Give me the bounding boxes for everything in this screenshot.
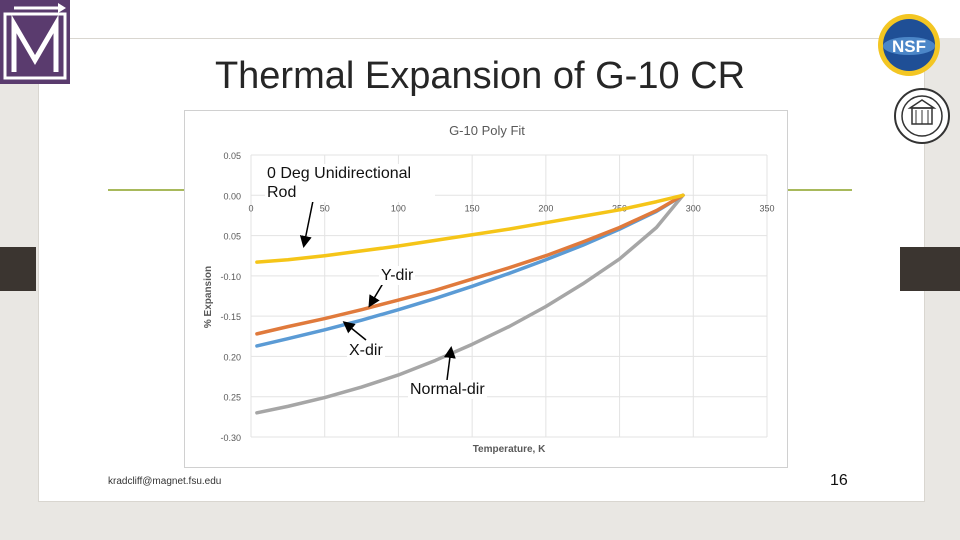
svg-text:NSF: NSF [892, 37, 926, 56]
y-tick-label: 0.05 [223, 151, 241, 161]
footer-email: kradcliff@magnet.fsu.edu [108, 476, 222, 487]
slide-title: Thermal Expansion of G-10 CR [214, 55, 746, 97]
rod-annotation: 0 Deg Unidirectional Rod [265, 164, 435, 202]
y-tick-label: 0.20 [223, 352, 241, 362]
title-rule-right [788, 189, 852, 191]
x-tick-label: 200 [538, 203, 553, 213]
page-number: 16 [830, 472, 848, 489]
y-tick-label: 0.25 [223, 393, 241, 403]
nsf-logo-icon: NSF [878, 14, 940, 76]
title-rule-left [108, 189, 184, 191]
expansion-chart: 0.05 0.00 0.05 -0.10 -0.15 0.20 0.25 -0.30 0 50 10… [203, 123, 775, 455]
university-seal-icon [894, 88, 950, 144]
x-tick-label: 100 [391, 203, 406, 213]
x-tick-label: 350 [759, 203, 774, 213]
x-axis-label: Temperature, K [473, 444, 546, 455]
y-tick-label: 0.00 [223, 191, 241, 201]
normal-arrow [443, 346, 456, 381]
right-tab-decoration [900, 247, 960, 291]
y-tick-label: -0.15 [220, 312, 241, 322]
y-axis-label: % Expansion [203, 266, 214, 328]
normal-annotation: Normal-dir [408, 380, 487, 399]
series-line-1 [255, 193, 685, 336]
x-tick-label: 150 [465, 203, 480, 213]
y-tick-label: -0.30 [220, 433, 241, 443]
top-band [0, 0, 960, 38]
x-tick-label: 0 [248, 203, 253, 213]
left-tab-decoration [0, 247, 36, 291]
chart-title: G-10 Poly Fit [449, 123, 525, 138]
series-line-0 [255, 193, 685, 264]
y-tick-label: -0.10 [220, 272, 241, 282]
x-tick-label: 50 [320, 203, 330, 213]
y-tick-label: 0.05 [223, 232, 241, 242]
xdir-annotation: X-dir [347, 341, 385, 360]
m-logo-icon [0, 0, 70, 84]
series-line-3 [255, 193, 685, 415]
xdir-arrow [342, 321, 367, 341]
x-tick-label: 300 [686, 203, 701, 213]
ydir-annotation: Y-dir [379, 266, 416, 285]
